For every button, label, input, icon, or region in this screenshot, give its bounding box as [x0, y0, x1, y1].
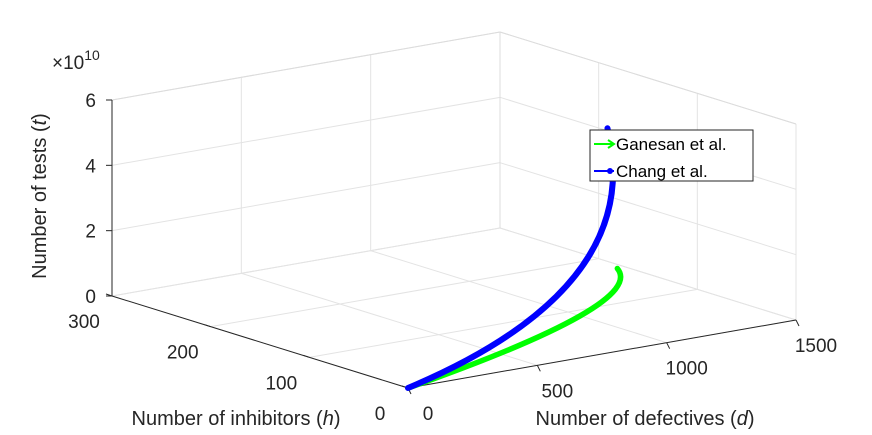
box-edge: [111, 31, 501, 101]
y-tick-mark: [303, 354, 310, 358]
grid-line: [210, 258, 599, 328]
z-tick-label: 4: [85, 156, 96, 177]
grid-line: [499, 227, 797, 321]
y-tick-mark: [204, 324, 211, 328]
grid-line: [370, 250, 667, 344]
legend: Ganesan et al. Chang et al.: [589, 129, 754, 182]
tick-labels: 0 500 1000 1500 0 100 200 300 0 2 4 6: [68, 91, 837, 425]
grid-line: [111, 96, 501, 166]
z-tick-label: 0: [85, 287, 96, 308]
y-tick-label: 0: [375, 404, 386, 425]
grid-line: [111, 162, 501, 232]
legend-entry-chang: Chang et al.: [594, 162, 708, 181]
axis-lines: [105, 31, 800, 395]
series-line-0: [405, 265, 624, 391]
grid-line: [111, 227, 501, 297]
legend-label-chang: Chang et al.: [616, 162, 708, 181]
grid-line: [241, 272, 538, 366]
x-tick-label: 500: [541, 381, 573, 402]
x-axis-label: Number of defectives (d): [536, 408, 755, 430]
z-tick-label: 6: [85, 91, 96, 112]
z-tick-label: 2: [85, 222, 96, 243]
x-tick-label: 1000: [666, 359, 708, 380]
z-axis-label: Number of tests (t): [29, 113, 51, 279]
y-axis-label: Number of inhibitors (h): [132, 408, 341, 430]
x-tick-mark: [666, 342, 671, 349]
x-tick-mark: [795, 319, 800, 327]
x-tick-label: 0: [423, 404, 434, 425]
grid-lines: [111, 31, 797, 389]
grid-line: [499, 162, 797, 256]
x-tick-label: 1500: [795, 336, 837, 357]
legend-label-ganesan: Ganesan et al.: [616, 135, 727, 154]
box-edge: [499, 31, 797, 125]
y-axis-line: [111, 295, 409, 389]
y-tick-label: 100: [265, 373, 297, 394]
z-exponent-label: ×1010: [52, 47, 100, 74]
y-tick-label: 300: [68, 312, 100, 333]
grid-line: [309, 288, 698, 358]
legend-entry-ganesan: Ganesan et al.: [594, 135, 727, 154]
x-axis-line: [407, 319, 797, 389]
x-tick-mark: [536, 365, 541, 372]
y-tick-label: 200: [167, 343, 199, 364]
